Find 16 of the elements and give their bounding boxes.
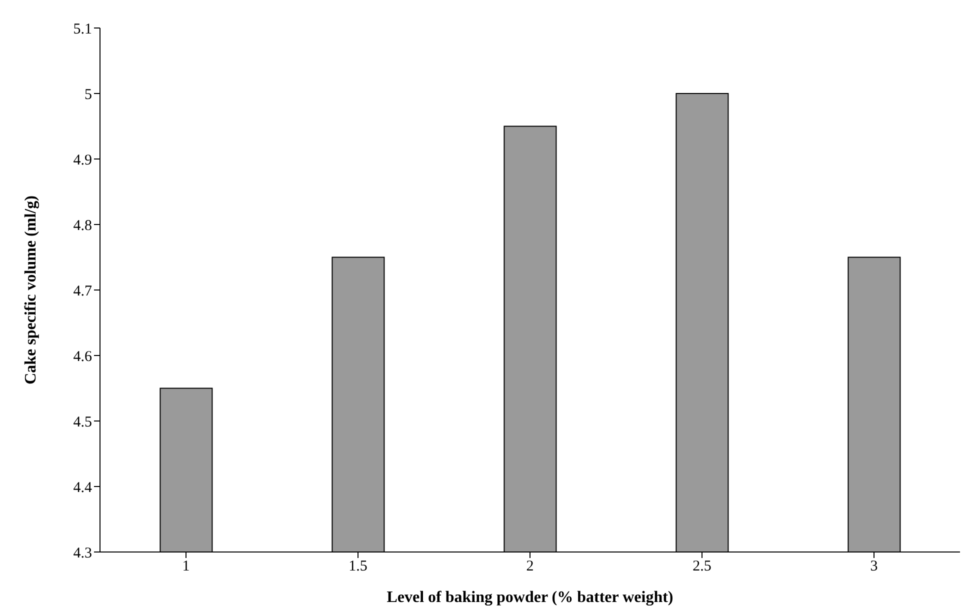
- y-tick-label: 4.8: [73, 218, 92, 234]
- x-tick-label: 2.5: [692, 558, 712, 575]
- y-tick-label: 5.1: [73, 21, 92, 38]
- y-tick-label: 4.7: [73, 283, 92, 300]
- y-tick-label: 5: [84, 86, 92, 103]
- x-tick-label: 1: [182, 558, 190, 575]
- x-tick-label: 1.5: [348, 558, 368, 575]
- y-tick-label: 4.3: [73, 545, 92, 562]
- y-tick-label: 4.5: [73, 414, 92, 430]
- x-axis-title: Level of baking powder (% batter weight): [386, 589, 674, 606]
- x-tick-label: 3: [870, 558, 878, 575]
- y-tick-label: 4.4: [73, 480, 92, 496]
- y-tick-label: 4.9: [73, 152, 92, 168]
- y-tick-label: 4.6: [73, 348, 92, 365]
- x-tick-label: 2: [526, 558, 534, 575]
- y-axis-title: Cake specific volume (ml/g): [22, 196, 40, 384]
